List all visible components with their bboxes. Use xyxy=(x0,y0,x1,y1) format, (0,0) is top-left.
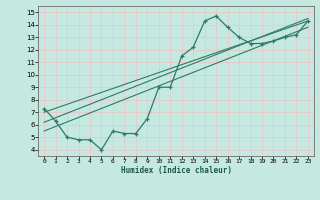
X-axis label: Humidex (Indice chaleur): Humidex (Indice chaleur) xyxy=(121,166,231,175)
